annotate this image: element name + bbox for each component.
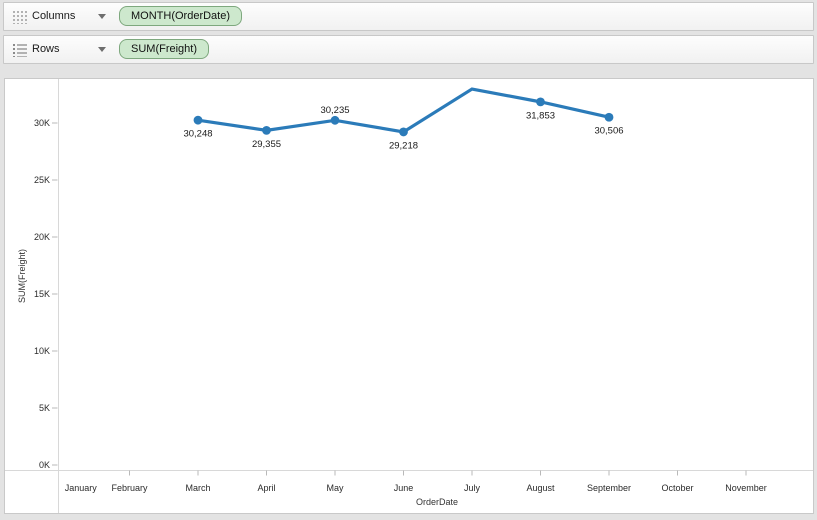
y-tick-label: 0K	[38, 459, 50, 470]
columns-shelf: Columns MONTH(OrderDate)	[3, 2, 814, 31]
y-axis-line	[58, 79, 59, 513]
x-tick-label-november: November	[725, 483, 767, 493]
x-tick-label-may: May	[326, 483, 344, 493]
rows-shelf-label: Rows	[32, 43, 60, 55]
y-tick-label: 15K	[33, 288, 50, 299]
x-tick-label-october: October	[661, 483, 694, 493]
pill-sum-freight[interactable]: SUM(Freight)	[119, 39, 210, 59]
y-tick-label: 20K	[33, 231, 50, 242]
y-tick-label: 5K	[38, 402, 50, 413]
data-point-march[interactable]	[193, 115, 203, 125]
data-point-june[interactable]	[399, 127, 408, 137]
rows-shelf: Rows SUM(Freight)	[3, 35, 814, 64]
columns-shelf-label: Columns	[32, 10, 76, 22]
x-axis-title: OrderDate	[415, 497, 459, 507]
pill-month-orderdate[interactable]: MONTH(OrderDate)	[119, 6, 243, 26]
columns-grid-icon	[13, 10, 27, 24]
y-tick-label: 25K	[33, 174, 50, 185]
data-point-april[interactable]	[262, 125, 271, 135]
x-axis-line	[5, 470, 813, 471]
x-tick-label-july: July	[463, 483, 481, 493]
data-point-august[interactable]	[536, 97, 545, 107]
x-tick-label-august: August	[526, 483, 555, 493]
x-tick-label-january: January	[64, 483, 97, 493]
data-point-september[interactable]	[604, 112, 614, 122]
data-point-may[interactable]	[330, 115, 340, 125]
worksheet-view	[4, 78, 814, 514]
x-tick-label-june: June	[393, 483, 414, 493]
x-tick-label-april: April	[257, 483, 276, 493]
x-tick-label-february: February	[111, 483, 148, 493]
y-tick-label: 10K	[33, 345, 50, 356]
columns-dropdown-caret-icon[interactable]	[98, 14, 106, 19]
x-tick-label-september: September	[586, 483, 632, 493]
x-tick-label-march: March	[185, 483, 211, 493]
rows-list-icon	[13, 43, 27, 57]
rows-dropdown-caret-icon[interactable]	[98, 47, 106, 52]
y-tick-label: 30K	[33, 117, 50, 128]
